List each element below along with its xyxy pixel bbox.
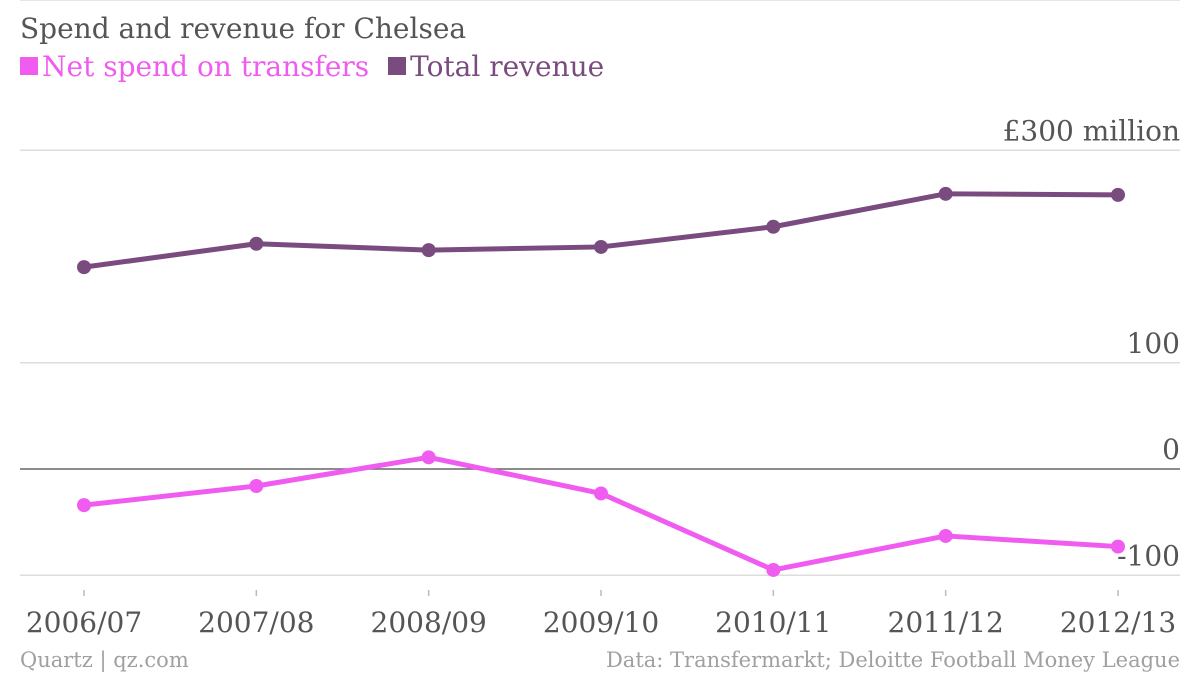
x-tick-label: 2007/08 — [198, 606, 314, 639]
data-point-net-spend-on-transfers — [594, 486, 608, 501]
legend-swatch-total-revenue — [388, 57, 407, 75]
legend-label-net-spend: Net spend on transfers — [42, 50, 370, 83]
x-tick-label: 2009/10 — [543, 606, 659, 639]
y-tick-label: -100 — [1117, 539, 1180, 572]
top-rule — [20, 0, 1180, 1]
data-point-total-revenue — [421, 243, 436, 258]
series-line-net-spend-on-transfers — [81, 454, 1121, 573]
legend-swatch-net-spend — [20, 57, 38, 75]
data-point-net-spend-on-transfers — [1111, 539, 1125, 554]
data-point-total-revenue — [594, 239, 608, 254]
data-point-net-spend-on-transfers — [938, 528, 953, 543]
x-tick-label: 2006/07 — [26, 606, 142, 639]
data-point-total-revenue — [938, 186, 953, 201]
legend-item-total-revenue: Total revenue — [388, 50, 604, 83]
x-tick-label: 2010/11 — [715, 606, 831, 639]
data-point-net-spend-on-transfers — [77, 498, 91, 513]
footer-source-left: Quartz | qz.com — [20, 648, 189, 672]
footer-source-right: Data: Transfermarkt; Deloitte Football M… — [605, 648, 1180, 672]
series-line-total-revenue — [81, 191, 1121, 270]
data-point-total-revenue — [1111, 187, 1125, 202]
y-tick-label: £300 million — [1003, 114, 1180, 147]
data-point-total-revenue — [766, 219, 781, 234]
x-tick-label: 2012/13 — [1060, 606, 1176, 639]
data-point-net-spend-on-transfers — [421, 450, 436, 465]
data-point-total-revenue — [249, 236, 264, 251]
y-tick-label: 0 — [1162, 433, 1180, 466]
chart-title: Spend and revenue for Chelsea — [20, 12, 467, 45]
x-tick-label: 2008/09 — [371, 606, 487, 639]
data-point-total-revenue — [77, 260, 91, 275]
legend-label-total-revenue: Total revenue — [410, 50, 605, 83]
legend: Net spend on transfers Total revenue — [20, 50, 614, 83]
y-tick-label: 100 — [1127, 327, 1180, 360]
x-tick-label: 2011/12 — [888, 606, 1004, 639]
data-point-net-spend-on-transfers — [766, 562, 781, 577]
data-point-net-spend-on-transfers — [249, 479, 264, 493]
legend-item-net-spend: Net spend on transfers — [20, 50, 369, 83]
